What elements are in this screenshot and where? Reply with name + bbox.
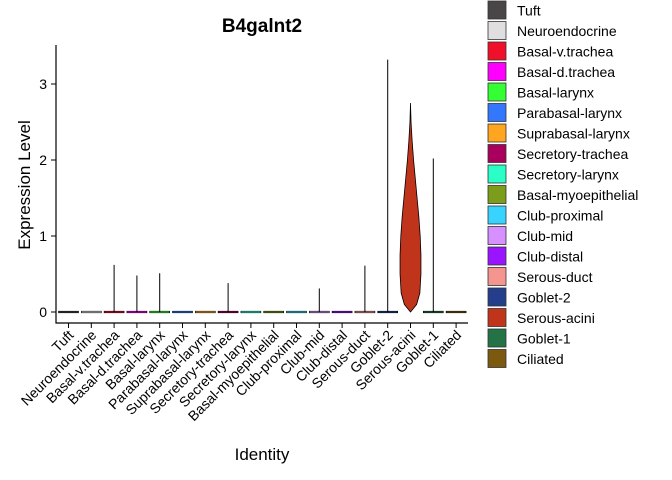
- legend-label: Club-proximal: [517, 208, 603, 224]
- legend-swatch: [487, 267, 507, 286]
- y-tick-label: 1: [39, 228, 47, 244]
- legend-swatch: [487, 41, 507, 61]
- legend-swatch: [487, 0, 507, 20]
- legend: Tuft Neuroendocrine Basal-v.trachea Basal-d…: [487, 0, 638, 368]
- violin-parabasal-larynx: [172, 310, 193, 314]
- chart-title: B4galnt2: [222, 16, 302, 37]
- legend-label: Basal-d.trachea: [517, 64, 615, 80]
- y-tick-label: 2: [39, 152, 47, 168]
- legend-swatch: [487, 21, 507, 40]
- legend-swatch: [487, 123, 507, 143]
- legend-label: Goblet-2: [517, 290, 571, 306]
- legend-label: Secretory-trachea: [517, 146, 628, 162]
- legend-swatch: [487, 103, 507, 122]
- violin-suprabasal-larynx: [195, 310, 216, 314]
- legend-swatch: [487, 226, 507, 245]
- legend-swatch: [487, 205, 507, 225]
- legend-swatch: [487, 246, 507, 266]
- legend-label: Parabasal-larynx: [517, 105, 622, 121]
- legend-label: Basal-myoepithelial: [517, 187, 638, 203]
- violin-basal-myoepithelial: [263, 310, 285, 314]
- plot-area: 0123TuftNeuroendocrineBasal-v.tracheaBas…: [18, 45, 468, 424]
- legend-swatch: [487, 287, 507, 307]
- violin-tuft: [58, 310, 79, 314]
- legend-swatch: [487, 82, 507, 102]
- violin-serous-acini: [399, 102, 422, 313]
- y-tick-label: 3: [39, 76, 47, 92]
- legend-swatch: [487, 349, 507, 368]
- violin-neuroendocrine: [81, 310, 102, 314]
- legend-swatch: [487, 308, 507, 327]
- legend-label: Secretory-larynx: [517, 167, 619, 183]
- violin-secretory-larynx: [240, 310, 262, 314]
- legend-label: Ciliated: [517, 351, 564, 367]
- x-axis-title: Identity: [235, 445, 290, 464]
- violin-ciliated: [445, 310, 467, 314]
- legend-label: Serous-duct: [517, 269, 593, 285]
- legend-swatch: [487, 164, 507, 184]
- y-tick-label: 0: [39, 304, 47, 320]
- violin-club-distal: [331, 310, 353, 314]
- legend-label: Neuroendocrine: [517, 23, 617, 39]
- legend-swatch: [487, 328, 507, 348]
- legend-label: Basal-v.trachea: [517, 44, 613, 60]
- legend-label: Club-distal: [517, 249, 583, 265]
- legend-label: Suprabasal-larynx: [517, 126, 630, 142]
- legend-label: Basal-larynx: [517, 85, 594, 101]
- legend-swatch: [487, 62, 507, 81]
- legend-swatch: [487, 185, 507, 204]
- violin-club-proximal: [286, 310, 307, 314]
- legend-swatch: [487, 144, 507, 163]
- legend-label: Serous-acini: [517, 310, 595, 326]
- legend-label: Goblet-1: [517, 331, 571, 347]
- y-axis-title: Expression Level: [15, 120, 34, 249]
- legend-label: Tuft: [517, 3, 541, 19]
- legend-label: Club-mid: [517, 228, 573, 244]
